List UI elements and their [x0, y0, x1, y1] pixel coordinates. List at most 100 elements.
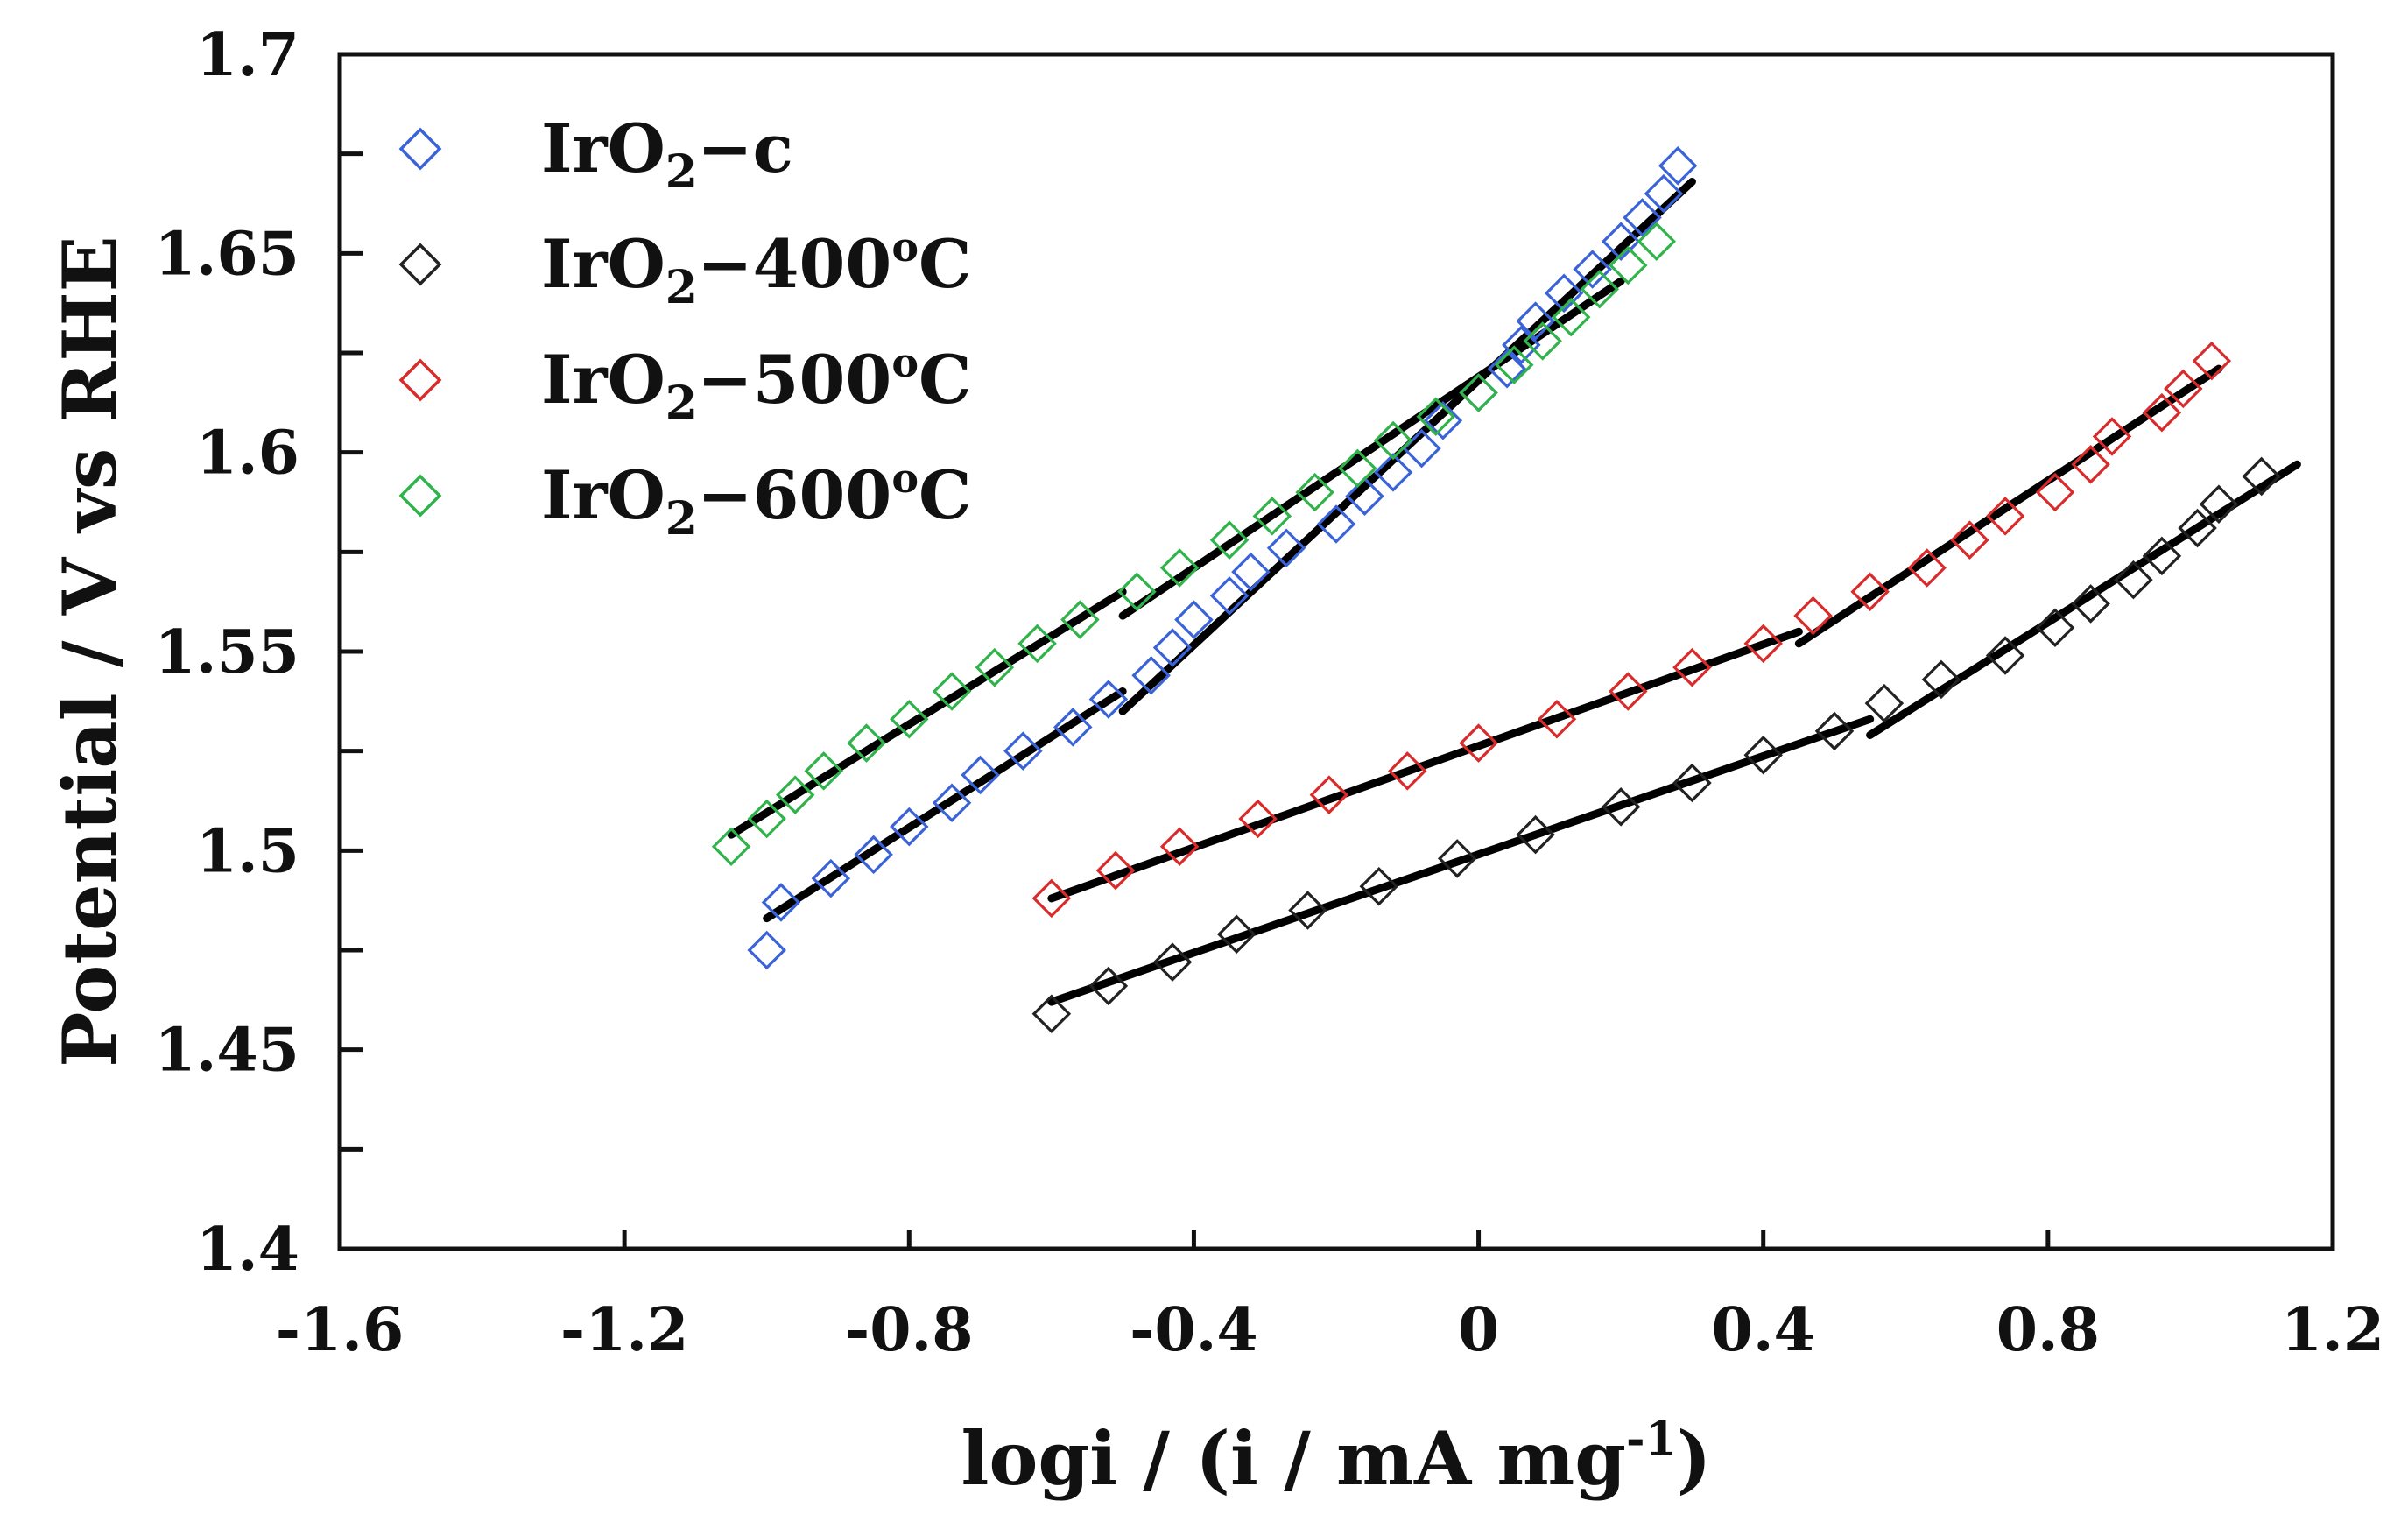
data-point-ir400 [1743, 735, 1783, 775]
legend-label-part: o [891, 454, 919, 502]
legend-label-irc: IrO2−c [541, 109, 793, 199]
data-point-ir500 [2071, 445, 2110, 484]
data-point-ir600 [1209, 520, 1250, 560]
data-point-irc [1231, 552, 1271, 592]
data-point-irc [1053, 708, 1093, 747]
x-tick-label: 0 [1458, 1295, 1499, 1365]
data-point-ir500 [1985, 497, 2025, 536]
data-points [711, 146, 2281, 1034]
data-point-ir500 [2192, 341, 2232, 381]
y-tick-label: 1.65 [154, 219, 299, 289]
data-point-ir500 [1031, 878, 1072, 919]
legend-marker-irc [398, 127, 442, 171]
data-point-ir500 [1609, 672, 1648, 711]
fit-line-irc [763, 687, 1127, 923]
data-point-ir500 [1537, 700, 1577, 739]
legend-label-ir500: IrO2−500oC [541, 339, 972, 430]
data-point-irc [1644, 173, 1684, 214]
data-point-irc [747, 930, 786, 970]
legend-label-part: o [891, 223, 919, 271]
data-point-ir600 [1580, 269, 1620, 309]
data-point-irc [1345, 476, 1384, 516]
legend-label-part: −600 [697, 456, 891, 534]
data-point-ir600 [1295, 472, 1334, 512]
data-point-ir400 [2178, 508, 2217, 548]
data-point-ir400 [2199, 484, 2239, 525]
legend-label-part: C [919, 456, 972, 534]
y-tick-label: 1.7 [196, 20, 299, 90]
data-point-ir600 [747, 799, 786, 839]
data-point-ir400 [1921, 659, 1961, 700]
x-tick-label: 1.2 [2281, 1295, 2384, 1365]
legend-label-part: 2 [665, 145, 697, 199]
data-point-ir600 [775, 775, 815, 814]
fit-line-ir400 [1047, 715, 1875, 1006]
legend-label-part: −500 [697, 341, 891, 419]
data-point-ir400 [1288, 891, 1327, 930]
data-point-irc [1516, 301, 1555, 341]
data-point-irc [1174, 600, 1214, 639]
y-tick-label: 1.55 [154, 617, 299, 687]
data-point-ir500 [1907, 548, 1947, 588]
legend-marker-ir500 [398, 358, 442, 402]
data-point-irc [1316, 504, 1356, 544]
data-point-ir600 [975, 647, 1015, 687]
x-tick-label: 0.8 [1996, 1295, 2100, 1365]
data-point-irc [1088, 680, 1129, 719]
fit-line-ir500 [1047, 627, 1803, 903]
data-point-irc [1601, 222, 1641, 261]
data-point-ir400 [1216, 914, 1257, 955]
data-point-ir500 [1850, 572, 1890, 612]
data-point-ir600 [847, 723, 886, 763]
data-point-irc [1502, 325, 1541, 365]
data-point-irc [1544, 273, 1584, 314]
data-point-ir400 [1088, 966, 1129, 1006]
data-point-irc [854, 835, 893, 875]
x-axis-title-sup: -1 [1626, 1413, 1677, 1466]
data-point-ir600 [1459, 373, 1498, 412]
data-point-ir400 [2142, 536, 2182, 576]
data-point-irc [811, 858, 851, 898]
data-point-ir400 [1516, 814, 1555, 855]
data-point-ir400 [1437, 839, 1477, 878]
data-point-ir600 [1252, 497, 1292, 536]
legend-label-part: −400 [697, 225, 891, 303]
data-point-ir500 [1309, 775, 1349, 814]
legend-label-part: IrO [541, 109, 665, 187]
data-point-irc [1152, 628, 1193, 667]
x-axis-title-main: logi / (i / mA mg [961, 1415, 1626, 1502]
legend-label-part: IrO [541, 456, 665, 534]
data-point-irc [761, 883, 801, 922]
legend-label-part: 2 [665, 261, 697, 314]
data-point-ir600 [1494, 345, 1534, 384]
data-point-ir400 [1601, 787, 1641, 827]
data-point-ir500 [2142, 392, 2182, 433]
y-tick-label: 1.4 [196, 1215, 299, 1285]
legend-label-part: 2 [665, 377, 697, 430]
x-tick-label: -1.2 [560, 1295, 689, 1365]
data-point-irc [1003, 731, 1043, 771]
data-point-ir400 [1985, 636, 2025, 675]
data-point-ir600 [1159, 548, 1200, 588]
legend-label-part: o [891, 339, 919, 386]
data-point-ir500 [1159, 827, 1200, 867]
y-axis-title: Potential / V vs RHE [46, 236, 133, 1067]
legend-marker-ir600 [398, 474, 442, 518]
data-point-irc [1623, 198, 1662, 237]
data-point-ir600 [1637, 222, 1677, 261]
data-point-ir500 [1743, 624, 1783, 664]
data-point-ir600 [890, 700, 929, 739]
data-point-ir400 [1864, 683, 1905, 723]
x-axis-title-end: ) [1677, 1415, 1712, 1502]
data-point-ir500 [1388, 751, 1427, 791]
x-tick-label: -0.4 [1130, 1295, 1258, 1365]
data-point-ir500 [2092, 417, 2132, 456]
data-point-ir600 [1060, 600, 1100, 639]
data-point-irc [1131, 656, 1171, 695]
data-point-ir400 [2242, 456, 2281, 497]
fit-lines [727, 177, 2301, 1006]
data-point-irc [932, 783, 972, 823]
legend-label-ir400: IrO2−400oC [541, 223, 972, 314]
